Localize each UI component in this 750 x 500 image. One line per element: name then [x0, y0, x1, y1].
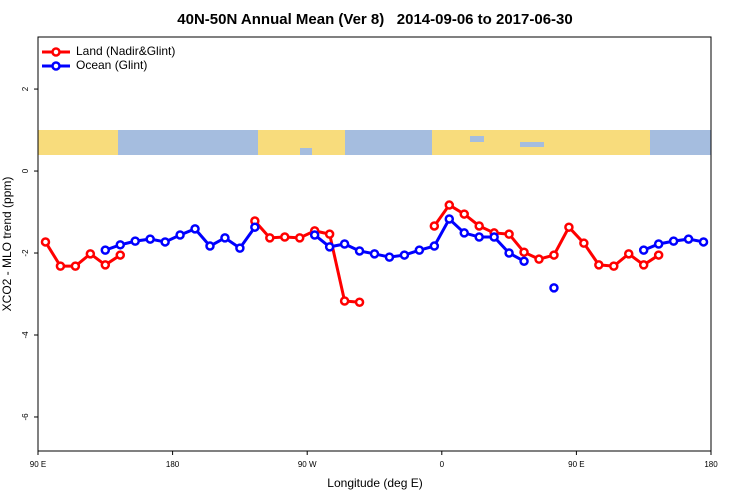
data-point: [100, 260, 111, 270]
data-point: [354, 297, 365, 307]
x-tick-label: 180: [704, 460, 718, 469]
legend-label: Ocean (Glint): [76, 58, 147, 72]
data-point: [294, 233, 305, 243]
data-point: [683, 234, 694, 244]
data-point: [549, 250, 559, 260]
map-band: [38, 130, 711, 155]
data-point: [489, 232, 499, 242]
plot-frame: [37, 36, 712, 452]
data-point: [85, 249, 96, 259]
data-point: [429, 221, 440, 231]
data-point: [205, 241, 215, 251]
data-point: [444, 214, 455, 224]
chart-title: 40N-50N Annual Mean (Ver 8) 2014-09-06 t…: [177, 11, 572, 28]
data-point: [474, 221, 484, 231]
data-point: [145, 234, 155, 244]
x-tick-label: 90 E: [568, 460, 584, 469]
x-tick-label: 180: [166, 460, 180, 469]
data-point: [280, 232, 290, 242]
data-point: [429, 241, 440, 251]
data-point: [459, 209, 469, 219]
y-tick-label: -2: [21, 249, 30, 257]
data-point: [324, 242, 335, 252]
data-point: [339, 296, 350, 306]
series-line: [44, 203, 660, 304]
x-tick-label: 90 W: [298, 460, 317, 469]
data-point: [115, 240, 126, 250]
data-point: [668, 236, 679, 246]
x-axis-label: Longitude (deg E): [327, 476, 422, 490]
data-point: [504, 229, 514, 239]
data-point: [519, 256, 529, 266]
data-point: [175, 230, 185, 240]
data-point: [250, 222, 260, 232]
data-point: [384, 252, 395, 262]
data-point: [534, 254, 544, 264]
y-axis-label: XCO2 - MLO trend (ppm): [0, 177, 14, 312]
y-tick-label: -6: [21, 413, 30, 421]
legend-marker: [51, 47, 61, 57]
data-point: [190, 224, 200, 234]
data-point: [324, 229, 335, 239]
data-point: [564, 222, 574, 232]
data-point: [40, 237, 51, 247]
data-point: [100, 245, 111, 255]
data-point: [698, 237, 709, 247]
data-point: [549, 283, 559, 293]
data-point: [220, 233, 230, 243]
data-point: [130, 236, 140, 246]
legend-marker: [51, 61, 61, 71]
data-point: [369, 249, 380, 259]
data-point: [160, 237, 170, 247]
data-point: [115, 250, 126, 260]
x-tick-label: 0: [440, 460, 445, 469]
data-point: [70, 261, 81, 271]
data-point: [399, 250, 410, 260]
data-point: [459, 228, 469, 238]
data-point: [444, 200, 455, 210]
data-point: [265, 233, 275, 243]
data-point: [638, 245, 649, 255]
data-point: [235, 243, 245, 253]
data-point: [653, 239, 664, 249]
data-point: [474, 232, 484, 242]
y-tick-label: 2: [21, 86, 30, 91]
data-point: [579, 238, 589, 248]
data-point: [653, 250, 664, 260]
data-point: [594, 260, 604, 270]
data-point: [309, 230, 320, 240]
data-point: [638, 260, 649, 270]
data-point: [414, 245, 425, 255]
data-point: [519, 247, 529, 257]
data-point: [55, 261, 66, 271]
data-point: [609, 261, 619, 271]
data-point: [504, 248, 514, 258]
y-tick-label: 0: [21, 168, 30, 173]
data-point: [339, 239, 350, 249]
y-tick-label: -4: [21, 331, 30, 339]
data-point: [623, 249, 634, 259]
legend-label: Land (Nadir&Glint): [76, 44, 175, 58]
data-point: [354, 246, 365, 256]
x-tick-label: 90 E: [30, 460, 46, 469]
